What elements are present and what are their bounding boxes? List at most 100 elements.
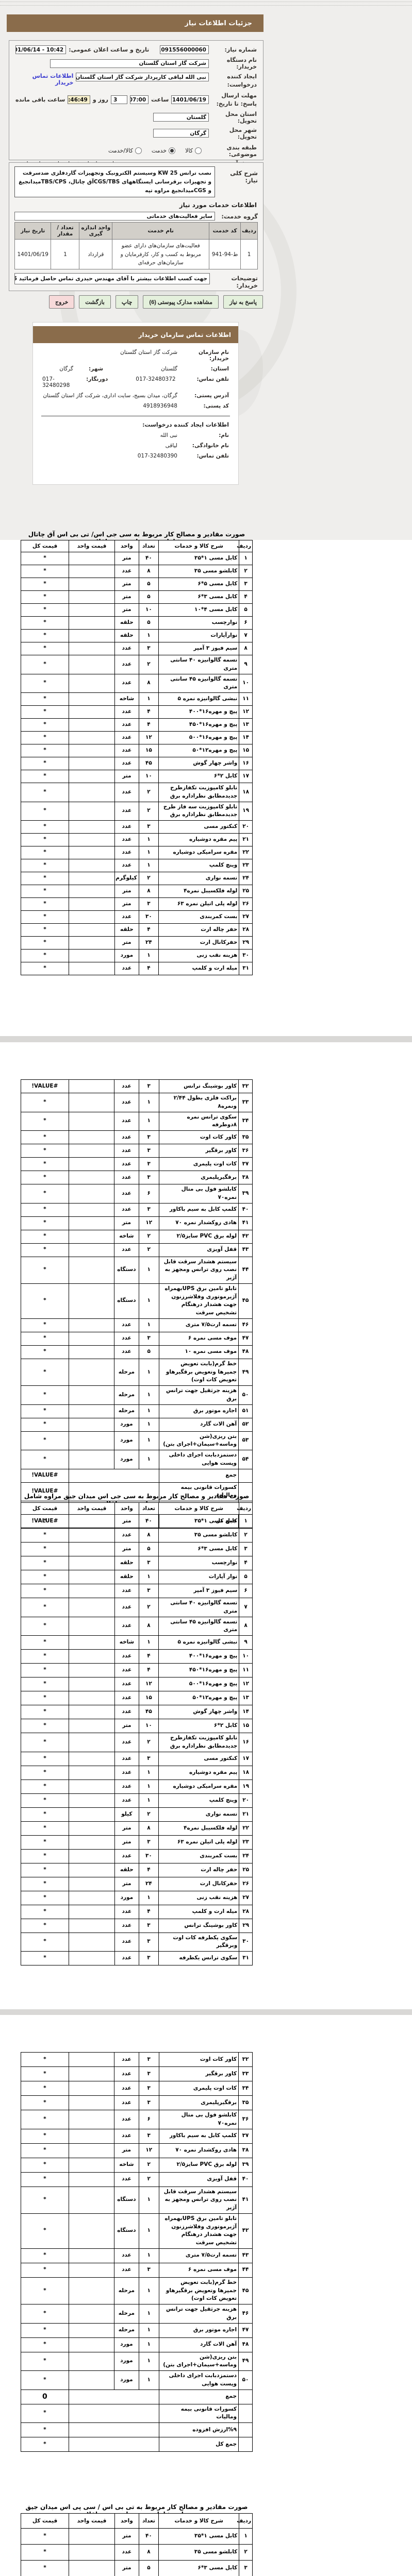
boq-cell-row-no: ۹ bbox=[239, 1635, 253, 1650]
boq-cell-total-price: * bbox=[21, 2052, 69, 2067]
boq-cell-total-price: * bbox=[21, 2370, 69, 2390]
boq-cell-total-price: * bbox=[20, 705, 70, 719]
boq-cell-total-price: * bbox=[21, 2128, 69, 2144]
boq-cell-unit-price bbox=[69, 578, 115, 591]
contact-province-value: گلستان bbox=[161, 366, 177, 372]
boq-cell-unit-price bbox=[68, 1404, 115, 1418]
boq-cell-row-no: ۹ bbox=[239, 655, 253, 674]
boq-cell-unit-price bbox=[69, 629, 115, 642]
boq-cell-total-price: * bbox=[20, 1932, 70, 1952]
respond-button[interactable]: پاسخ به نیاز bbox=[223, 295, 263, 309]
radio-service[interactable] bbox=[169, 147, 176, 155]
boq-cell-row-no: ۴۳ bbox=[238, 1243, 253, 1257]
boq-row: ۳۱ میله ارت و کلمپ ۴ عدد * bbox=[20, 962, 253, 975]
radio-goods[interactable] bbox=[195, 147, 202, 155]
boq-row: ۱۲ پیچ و مهره۱۶*۵۰۰ ۱۲ عدد * bbox=[20, 1677, 253, 1691]
boq-cell-quantity: ۵ bbox=[138, 590, 159, 604]
boq-summary-label: جمع bbox=[158, 1468, 239, 1483]
boq-cell-unit-price bbox=[69, 1663, 115, 1677]
boq-cell-description: پیچ و مهره۱۶*۵۰۰ bbox=[158, 731, 240, 744]
buyer-note-box[interactable]: جهت کسب اطلاعات بیشتر با آقای مهندس حیدر… bbox=[14, 273, 210, 285]
creator-field[interactable]: نبی الله لیاقی کارپرداز شرکت گاز استان گ… bbox=[76, 73, 209, 81]
boq-cell-quantity: ۳ bbox=[138, 1918, 159, 1933]
service-group-field[interactable]: سایر فعالیت‌های خدماتی bbox=[14, 212, 215, 221]
boq-row: ۵۳ بتن ریزی(شن وماسه+سیمان+اجرای بتن) ۱ مور… bbox=[21, 1431, 253, 1450]
radio-goods-service[interactable] bbox=[135, 147, 142, 155]
boq-cell-quantity: ۱۲ bbox=[138, 2143, 159, 2158]
boq-cell-row-no: ۳۵ bbox=[238, 2095, 253, 2110]
boq-cell-row-no: ۴۴ bbox=[238, 1256, 253, 1284]
boq-cell-unit: مورد bbox=[114, 2337, 139, 2352]
boq-col-header: واحد bbox=[114, 1502, 139, 1515]
boq-cell-unit-price bbox=[69, 2528, 115, 2545]
print-button[interactable]: چاپ bbox=[115, 295, 139, 309]
boq-cell-description: پیچ و مهره۱۶*۵۰۰ bbox=[158, 1677, 240, 1691]
boq-cell-total-price: #VALUE! bbox=[21, 1079, 69, 1093]
buyer-contact-link[interactable]: اطلاعات تماس خریدار bbox=[32, 73, 74, 86]
boq-row: ۶ سیم فیوز ۳ آمپر ۳ عدد * bbox=[20, 1584, 253, 1598]
boq-cell-unit: عدد bbox=[114, 783, 139, 802]
boq-row: ۲۴ تسمه نواری ۲ کیلوگرم * bbox=[20, 872, 253, 885]
boq-cell-unit: متر bbox=[114, 2528, 139, 2545]
exit-button[interactable]: خروج bbox=[49, 295, 75, 309]
boq-cell-unit: مورد bbox=[114, 1417, 139, 1432]
boq-cell-row-no: ۲۶ bbox=[239, 1876, 253, 1891]
boq-cell-row-no: ۴۸ bbox=[238, 2337, 253, 2352]
boq-cell-unit: عدد bbox=[114, 1111, 139, 1131]
boq-cell-description: بست کمربندی bbox=[158, 910, 240, 924]
boq-cell-unit-price bbox=[68, 2337, 115, 2352]
boq-row: ۲ کابلشو مسی ۳۵ ۸ عدد * bbox=[20, 2544, 253, 2561]
boq-cell-total-price: * bbox=[21, 2262, 69, 2278]
boq-cell-quantity: ۱۰ bbox=[138, 603, 159, 617]
boq-cell-row-no: ۲۷ bbox=[239, 910, 253, 924]
boq-row: ۱۹ مقره سرامیکی دوشیاره ۱ عدد * bbox=[20, 1779, 253, 1794]
boq-row: ۴ کابل مسی ۳*۶ ۵ متر * bbox=[20, 590, 253, 604]
boq-cell-description: نوار آپارات bbox=[158, 1570, 240, 1584]
boq-row: ۳۸ برقگیرپلیمری ۳ عدد * bbox=[21, 1171, 253, 1184]
boq-cell-unit: عدد bbox=[114, 1616, 139, 1636]
days-remaining-field[interactable]: 3 bbox=[111, 95, 127, 105]
boq-cell-total-price: * bbox=[20, 642, 70, 655]
boq-cell-unit-price bbox=[69, 1616, 115, 1636]
boq-cell-total-price: * bbox=[20, 1514, 70, 1529]
buyer-field[interactable]: شرکت گاز استان گلستان bbox=[50, 59, 209, 68]
deadline-time-field[interactable]: 07:00 bbox=[129, 95, 149, 105]
boq-cell-row-no: ۴۰ bbox=[238, 2172, 253, 2187]
boq-cell-unit-price bbox=[69, 1733, 115, 1752]
svc-col-name: نام خدمت bbox=[112, 222, 210, 240]
boq-cell-quantity: ۵ bbox=[138, 1345, 159, 1359]
svc-row-name: فعالیت‌های سازمان‌های دارای عضو مربوط به… bbox=[112, 239, 210, 270]
boq-cell-total-price: * bbox=[20, 1635, 70, 1650]
boq-col-header: شرح کالا و خدمات bbox=[158, 2513, 240, 2529]
creator-lname-label: نام خانوادگی: bbox=[192, 443, 229, 449]
need-desc-box[interactable]: نصب ترانس KW 25 وسیستم الکترونیک وتجهیزا… bbox=[14, 166, 215, 198]
boq-cell-quantity: ۱ bbox=[138, 2186, 159, 2214]
city-field[interactable]: گرگان bbox=[153, 129, 209, 138]
back-button[interactable]: بازگشت bbox=[79, 295, 111, 309]
boq-cell-row-no: ۴۷ bbox=[238, 2323, 253, 2338]
creator-phone-value: 017-32480390 bbox=[137, 453, 177, 459]
boq-row: ۹ نبشی گالوانیزه نمره ۵ ۱ شاخه * bbox=[20, 1635, 253, 1650]
boq-cell-description: کات اوت پلیمری bbox=[158, 1157, 239, 1171]
boq-cell-quantity: ۱۵ bbox=[138, 744, 159, 757]
boq-cell-description: لوله پلی اتیلن نمره ۶۳ bbox=[158, 1835, 240, 1850]
view-attachments-button[interactable]: مشاهده مدارک پیوستی (6) bbox=[143, 295, 219, 309]
boq-cell-row-no: ۳۰ bbox=[239, 949, 253, 962]
province-field[interactable]: گلستان bbox=[153, 113, 209, 122]
boq-cell-unit: مرحله bbox=[114, 2323, 139, 2338]
boq-cell-total-price: * bbox=[20, 616, 70, 630]
boq-cell-quantity: ۲ bbox=[138, 1807, 159, 1822]
svc-row-code: ط-94-941 bbox=[209, 239, 241, 270]
boq-header-row: ردیف شرح کالا و خدمات تعداد واحد قیمت واحد قی… bbox=[20, 1502, 253, 1515]
need-no-field[interactable]: 1101091556000060 bbox=[160, 45, 209, 54]
boq-cell-unit-price bbox=[69, 783, 115, 802]
boq-row: ۲۰ کنکتور مسی ۳ عدد * bbox=[20, 820, 253, 834]
boq-cell-unit: عدد bbox=[114, 1243, 139, 1257]
announce-field[interactable]: 1401/06/14 - 10:42 bbox=[15, 45, 67, 54]
boq-row: ۴۱ هادی روکشدار نمره ۷۰ ۱۲ متر * bbox=[21, 1216, 253, 1230]
boq-row: ۳ کابل مسی ۳*۶ ۵ متر * bbox=[20, 1542, 253, 1556]
boq-cell-unit-price bbox=[68, 2081, 115, 2096]
deadline-date-field[interactable]: 1401/06/19 bbox=[171, 95, 209, 105]
boq-cell-unit: متر bbox=[114, 590, 139, 604]
boq-cell-unit: عدد bbox=[114, 2172, 139, 2187]
